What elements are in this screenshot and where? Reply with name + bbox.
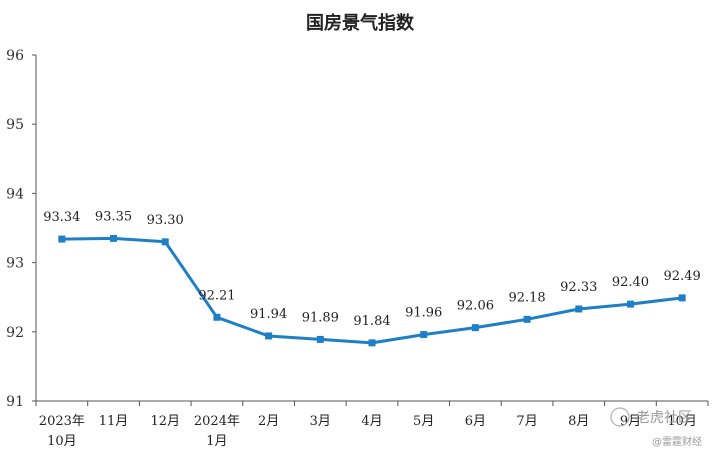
x-tick-label: 8月: [568, 414, 589, 429]
data-label: 92.40: [612, 275, 649, 290]
data-label: 91.94: [250, 307, 287, 322]
data-point: [471, 324, 479, 332]
data-point: [368, 339, 376, 347]
x-tick-label: 10月: [667, 414, 697, 429]
chart-title: 国房景气指数: [306, 12, 415, 34]
data-point: [420, 331, 428, 339]
data-label: 92.33: [560, 280, 597, 295]
watermark: 老虎社区 @雷霆财经: [610, 407, 702, 448]
data-labels: 93.34 93.35 93.30 92.21 91.94 91.89 91.84 91.96…: [43, 209, 701, 328]
x-tick-label: 7月: [516, 414, 537, 429]
watermark-line1: 老虎社区: [636, 410, 692, 426]
data-label: 91.89: [302, 310, 339, 325]
y-tick-label: 91: [6, 394, 24, 410]
data-point: [678, 294, 686, 302]
series-markers: [58, 234, 686, 347]
y-tick-label: 95: [6, 117, 24, 133]
data-label: 93.35: [95, 209, 132, 224]
x-tick-label: 12月: [150, 414, 180, 429]
watermark-icon: [610, 407, 630, 427]
data-point: [110, 234, 118, 242]
data-label: 91.96: [405, 306, 442, 321]
data-label: 91.84: [353, 314, 390, 329]
y-tick-label: 93: [6, 256, 24, 272]
data-point: [316, 335, 324, 343]
data-label: 92.49: [664, 269, 701, 284]
data-label: 93.34: [43, 210, 80, 225]
axes: [35, 55, 708, 402]
x-axis-ticks: 2023年 10月 11月 12月 2024年 1月 2月 3月 4月 5月 6月 7月 8月 9月 10月: [35, 401, 709, 449]
watermark-line2: @雷霆财经: [652, 435, 702, 448]
x-tick-label: 3月: [310, 414, 331, 429]
x-tick-label: 11月: [99, 414, 129, 429]
y-axis-ticks: 91 92 93 94 95 96: [6, 48, 36, 410]
data-point: [523, 315, 531, 323]
x-tick-label: 5月: [413, 414, 434, 429]
data-label: 92.06: [457, 299, 494, 314]
x-tick-label: 10月: [47, 434, 77, 449]
data-point: [626, 300, 634, 308]
x-tick-label: 2023年: [39, 414, 85, 429]
x-tick-label: 6月: [465, 414, 486, 429]
x-tick-label: 2024年: [194, 414, 240, 429]
data-point: [575, 305, 583, 313]
y-tick-label: 96: [6, 48, 24, 64]
x-tick-label: 9月: [620, 414, 641, 429]
x-tick-label: 1月: [206, 434, 227, 449]
y-tick-label: 94: [6, 186, 24, 202]
data-label: 92.18: [508, 290, 545, 305]
x-tick-label: 4月: [361, 414, 382, 429]
data-point: [161, 238, 169, 246]
x-tick-label: 2月: [258, 414, 279, 429]
data-point: [265, 332, 273, 340]
data-label: 93.30: [147, 213, 184, 228]
data-label: 92.21: [198, 288, 235, 303]
y-tick-label: 92: [6, 325, 24, 341]
data-point: [58, 235, 66, 243]
data-point: [213, 313, 221, 321]
